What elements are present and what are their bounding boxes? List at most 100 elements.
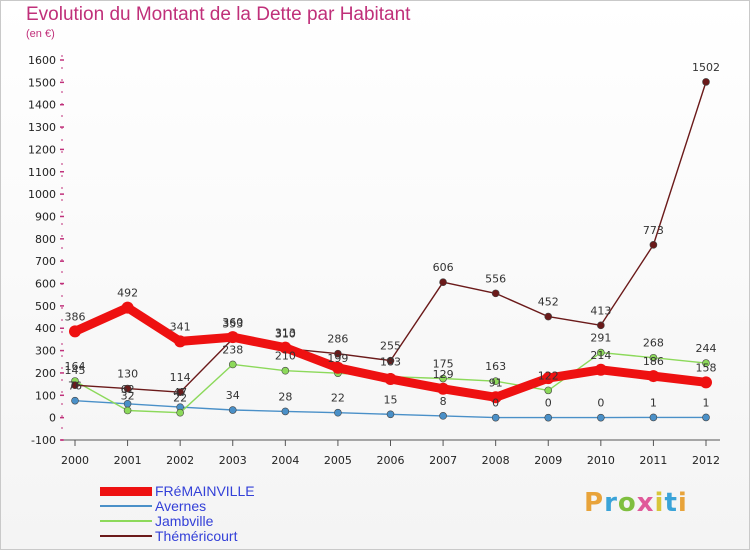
data-label: 183 (380, 356, 401, 369)
data-label: 606 (433, 261, 454, 274)
data-label: 22 (173, 392, 187, 405)
legend-label: Théméricourt (155, 528, 238, 544)
data-label: 122 (538, 369, 559, 382)
data-label: 238 (222, 343, 243, 356)
x-tick-label: 2011 (639, 454, 667, 467)
y-tick-label: 500 (35, 300, 56, 313)
data-label: 255 (380, 340, 401, 353)
data-point (544, 386, 553, 395)
data-point (176, 408, 184, 417)
data-label: 8 (440, 395, 447, 408)
data-point (228, 406, 237, 414)
data-label: 773 (643, 224, 664, 237)
data-point (544, 413, 553, 422)
data-point (279, 341, 292, 354)
data-label: 268 (643, 337, 664, 350)
y-tick-label: 1300 (28, 121, 56, 134)
y-tick-label: 1500 (28, 76, 56, 89)
data-point (489, 391, 502, 404)
legend-label: Avernes (155, 498, 207, 514)
data-label: 76 (68, 380, 82, 393)
data-label: 47 (173, 386, 187, 399)
data-point (702, 78, 710, 86)
data-label: 492 (117, 287, 138, 300)
data-label: 1 (703, 396, 710, 409)
y-tick-label: 0 (49, 412, 56, 425)
x-tick-label: 2009 (534, 454, 562, 467)
logo-letter: r (604, 488, 618, 518)
data-point (649, 353, 658, 362)
data-point (123, 406, 132, 415)
data-label: 0 (492, 397, 499, 410)
x-tick-label: 2005 (324, 454, 352, 467)
data-point (597, 348, 605, 357)
data-point (542, 372, 555, 385)
logo-letter: t (664, 488, 678, 518)
data-label: 129 (433, 368, 454, 381)
data-point (123, 384, 132, 393)
data-label: 341 (170, 320, 191, 333)
data-point (649, 413, 658, 422)
y-tick-label: 300 (35, 345, 56, 358)
data-point (71, 396, 79, 405)
y-tick-label: 1400 (28, 99, 56, 112)
data-point (700, 376, 712, 389)
legend-swatch-fremainville (100, 486, 152, 496)
legend-swatch-avernes (100, 505, 152, 507)
x-tick-label: 2002 (166, 454, 194, 467)
data-point (334, 349, 342, 358)
logo-letter: o (617, 488, 637, 518)
y-tick-label: 1200 (28, 143, 56, 156)
x-tick-label: 2008 (482, 454, 510, 467)
y-tick-label: 700 (35, 255, 56, 268)
data-point (121, 301, 134, 314)
y-tick-label: 600 (35, 278, 56, 291)
logo-letter: i (677, 488, 688, 518)
y-tick-label: 200 (35, 367, 56, 380)
data-label: 199 (327, 352, 348, 365)
data-point (439, 374, 447, 383)
data-label: 130 (117, 368, 138, 381)
logo-letter: x (636, 488, 655, 518)
data-label: 452 (538, 296, 559, 309)
data-point (437, 382, 450, 395)
data-point (647, 370, 660, 383)
data-point (491, 377, 500, 386)
legend-swatch-jambville (100, 520, 152, 522)
data-point (281, 366, 290, 375)
data-label: 353 (222, 318, 243, 331)
data-label: 163 (485, 360, 506, 373)
data-label: 91 (489, 376, 503, 389)
data-point (384, 372, 397, 385)
data-point (439, 278, 447, 286)
y-tick-label: 800 (35, 233, 56, 246)
chart-title: Evolution du Montant de la Dette par Hab… (26, 4, 411, 25)
data-point (491, 289, 500, 298)
data-label: 186 (643, 355, 664, 368)
data-label: 214 (590, 349, 611, 362)
chart-subtitle: (en €) (26, 28, 55, 40)
data-label: 1 (650, 396, 657, 409)
data-point (597, 321, 605, 330)
data-label: 413 (590, 304, 611, 317)
data-point (228, 360, 237, 369)
data-point (386, 410, 395, 419)
data-label: 175 (433, 358, 454, 371)
data-label: 32 (121, 389, 135, 402)
x-tick-label: 2007 (429, 454, 457, 467)
data-point (174, 335, 187, 348)
logo-letter: P (584, 488, 605, 518)
y-tick-label: 1600 (28, 54, 56, 67)
data-label: 158 (696, 361, 717, 374)
data-label: 62 (121, 383, 135, 396)
x-tick-label: 2012 (692, 454, 720, 467)
data-label: 0 (597, 397, 604, 410)
data-point (439, 412, 447, 420)
data-label: 210 (275, 350, 296, 363)
x-tick-label: 2000 (61, 454, 89, 467)
data-point (594, 363, 607, 376)
data-label: 556 (485, 272, 506, 285)
data-label: 386 (65, 310, 86, 323)
